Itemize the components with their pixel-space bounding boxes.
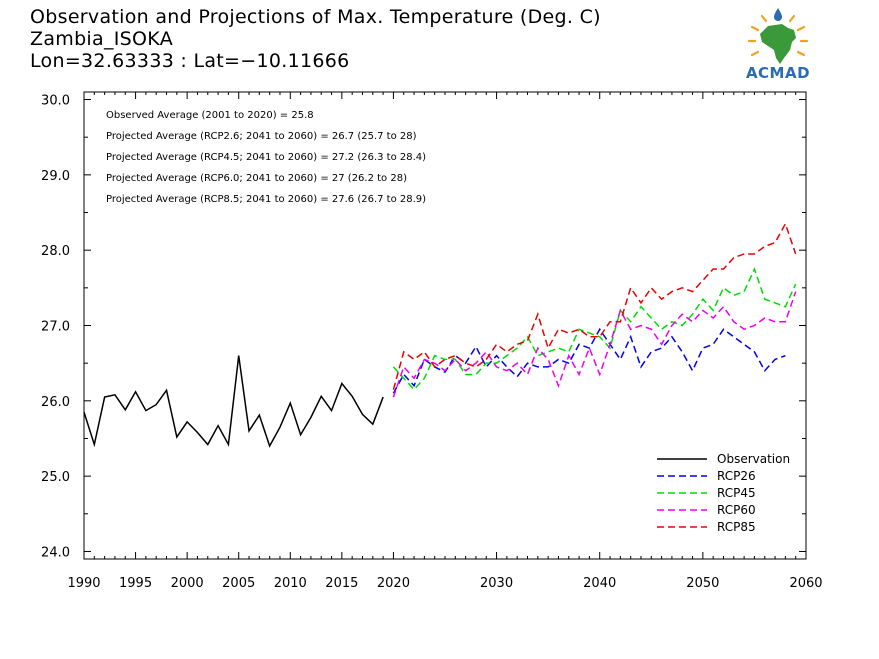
series-line-rcp45 bbox=[392, 266, 797, 391]
y-tick-label: 28.0 bbox=[41, 244, 70, 259]
annotation-line: Projected Average (RCP4.5; 2041 to 2060)… bbox=[106, 152, 426, 163]
series-line-rcp26 bbox=[392, 327, 786, 394]
x-tick-label: 2040 bbox=[583, 576, 616, 591]
y-tick-label: 30.0 bbox=[41, 94, 70, 109]
series-line-rcp60 bbox=[392, 291, 797, 398]
legend-label: RCP45 bbox=[717, 486, 756, 500]
station-name: Zambia_ISOKA bbox=[30, 28, 173, 50]
legend-label: RCP85 bbox=[717, 520, 756, 534]
legend-label: RCP60 bbox=[717, 503, 756, 517]
acmad-logo-icon bbox=[747, 8, 809, 64]
annotations: Observed Average (2001 to 2020) = 25.8 Pr… bbox=[106, 110, 426, 205]
chart-title: Observation and Projections of Max. Temp… bbox=[30, 6, 601, 28]
y-tick-label: 26.0 bbox=[41, 395, 70, 410]
series-line-observation bbox=[83, 355, 384, 448]
x-tick-label: 1990 bbox=[67, 576, 100, 591]
x-tick-label: 2005 bbox=[222, 576, 255, 591]
legend-label: RCP26 bbox=[717, 469, 756, 483]
x-tick-label: 2030 bbox=[480, 576, 513, 591]
x-tick-label: 2020 bbox=[377, 576, 410, 591]
annotation-line: Projected Average (RCP8.5; 2041 to 2060)… bbox=[106, 194, 426, 205]
annotation-line: Projected Average (RCP2.6; 2041 to 2060)… bbox=[106, 131, 417, 142]
x-axis: 1990 1995 2000 2005 2010 2015 2020 2030 2040 2050… bbox=[67, 92, 823, 591]
y-tick-label: 29.0 bbox=[41, 169, 70, 184]
y-tick-label: 25.0 bbox=[41, 470, 70, 485]
x-tick-label: 1995 bbox=[119, 576, 152, 591]
station-coordinates: Lon=32.63333 : Lat=−10.11666 bbox=[30, 50, 350, 72]
y-tick-label: 27.0 bbox=[41, 320, 70, 335]
annotation-line: Projected Average (RCP6.0; 2041 to 2060)… bbox=[106, 173, 407, 184]
series-line-rcp85 bbox=[392, 221, 797, 390]
y-axis: 24.0 25.0 26.0 27.0 28.0 29.0 30.0 bbox=[41, 94, 806, 560]
x-tick-label: 2050 bbox=[686, 576, 719, 591]
x-tick-label: 2015 bbox=[325, 576, 358, 591]
legend-label: Observation bbox=[717, 452, 790, 466]
logo-text: ACMAD bbox=[745, 64, 811, 82]
y-tick-label: 24.0 bbox=[41, 545, 70, 560]
x-tick-label: 2010 bbox=[274, 576, 307, 591]
x-tick-label: 2060 bbox=[789, 576, 822, 591]
chart-title-block: Observation and Projections of Max. Temp… bbox=[30, 6, 601, 72]
series-layer bbox=[83, 221, 797, 448]
x-tick-label: 2000 bbox=[171, 576, 204, 591]
legend: Observation RCP26 RCP45 RCP60 RCP85 bbox=[657, 452, 790, 534]
annotation-line: Observed Average (2001 to 2020) = 25.8 bbox=[106, 110, 314, 121]
